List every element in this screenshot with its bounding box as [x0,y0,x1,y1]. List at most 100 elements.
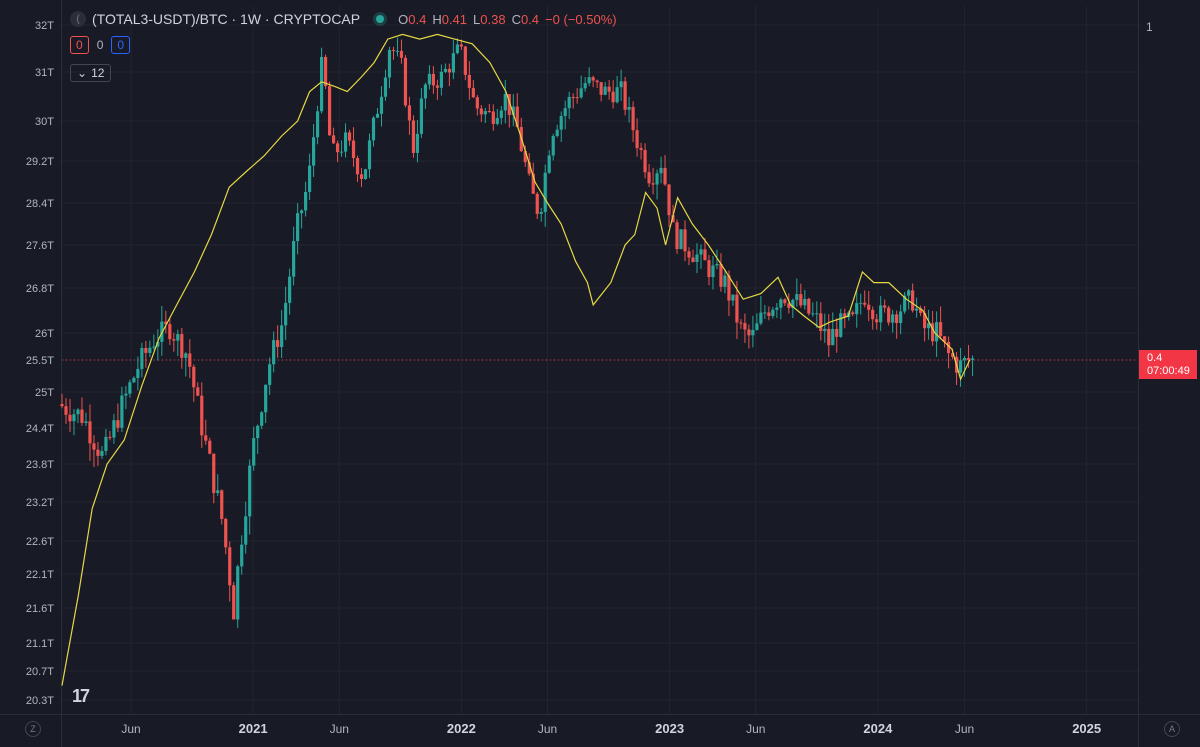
candle-body [447,68,451,73]
symbol-logo-icon[interactable]: ( [70,11,86,27]
current-price-tag: 0.4 07:00:49 [1139,350,1197,379]
indicator-blue-value[interactable]: 0 [111,36,131,54]
x-tick-label: Jun [330,722,349,736]
candle-body [72,414,76,422]
candle-body [659,167,663,174]
candle-body [268,364,272,385]
candle-body [423,84,428,99]
candle-body [811,313,815,315]
y-tick-label: 21.1T [26,638,54,650]
candle-body [859,302,863,304]
candle-body [387,50,392,78]
candle-body [803,298,807,306]
candle-body [88,421,92,444]
y-tick-label: 29.2T [26,156,54,168]
candle-body [523,151,527,163]
candle-body [583,83,587,89]
ohlc-values: O0.4 H0.41 L0.38 C0.4 −0 (−0.50%) [398,12,616,27]
auto-scale-button[interactable]: A [1164,721,1180,737]
candle-body [248,465,252,517]
candle-body [623,81,627,110]
candle-body [108,436,112,438]
candle-body [531,173,535,194]
candle-body [487,111,491,113]
y-tick-label: 27.6T [26,240,54,252]
candle-body [300,210,304,214]
candle-body [184,353,188,358]
y-tick-label: 23.2T [26,497,54,509]
candle-body [124,393,128,396]
candle-body [727,275,731,301]
candle-body [351,140,356,159]
candle-body [603,86,607,95]
candle-body [647,172,651,184]
candle-body [635,130,639,149]
candle-body [415,133,420,153]
candle-body [68,414,72,422]
candle-body [970,358,975,360]
symbol-title[interactable]: (TOTAL3-USDT)/BTC · 1W · CRYPTOCAP [92,11,361,27]
candle-body [168,324,172,340]
candle-body [771,309,775,317]
candle-body [240,544,244,567]
candle-body [535,193,539,214]
candle-body [671,215,675,223]
collapse-indicators-button[interactable]: ⌄ 12 [70,64,112,82]
candle-body [723,275,727,287]
high-label: H [432,11,442,27]
candle-body [903,295,907,312]
candle-body [627,106,631,110]
candle-body [411,120,416,153]
candle-body [899,311,903,324]
candle-body [296,213,300,242]
candle-body [407,105,412,121]
candle-body [140,348,144,369]
candle-body [591,77,595,81]
candle-body [471,87,475,98]
open-value: 0.4 [408,11,427,27]
candle-body [216,490,220,494]
candle-body [675,222,679,250]
open-label: O [398,11,409,27]
candle-body [919,308,923,313]
candle-body [966,358,971,360]
candle-body [339,151,344,153]
candle-body [483,111,487,115]
candle-body [288,276,292,303]
candle-body [467,74,471,88]
overlay-series-line [61,33,971,686]
candle-body [100,451,104,456]
indicator-red-value[interactable]: 0 [70,36,89,54]
candle-body [439,71,443,88]
candle-body [84,421,88,423]
candle-body [399,50,404,58]
y-tick-label: 22.1T [26,569,54,581]
zoom-reset-button[interactable]: Z [25,721,41,737]
market-status-icon[interactable] [376,15,385,23]
candle-body [252,438,256,466]
candle-body [950,353,955,357]
candle-body [359,174,364,179]
candle-body [543,172,547,212]
candle-body [323,56,328,87]
candle-body [651,183,655,185]
candle-body [96,449,100,456]
candle-body [767,312,771,317]
candle-body [280,325,284,348]
indicator-count: 12 [91,66,105,80]
candle-body [799,294,803,306]
candle-body [60,404,64,407]
candle-body [491,111,495,124]
candle-body [212,453,216,494]
low-label: L [473,11,481,27]
candle-body [831,328,835,346]
candle-body [547,155,551,173]
candle-body [156,341,160,347]
y-tick-label: 25.5T [26,355,54,367]
x-tick-label: 2021 [239,721,268,736]
candle-body [807,298,811,314]
candle-body [619,81,623,88]
candle-body [663,167,667,185]
candle-body [443,68,447,72]
